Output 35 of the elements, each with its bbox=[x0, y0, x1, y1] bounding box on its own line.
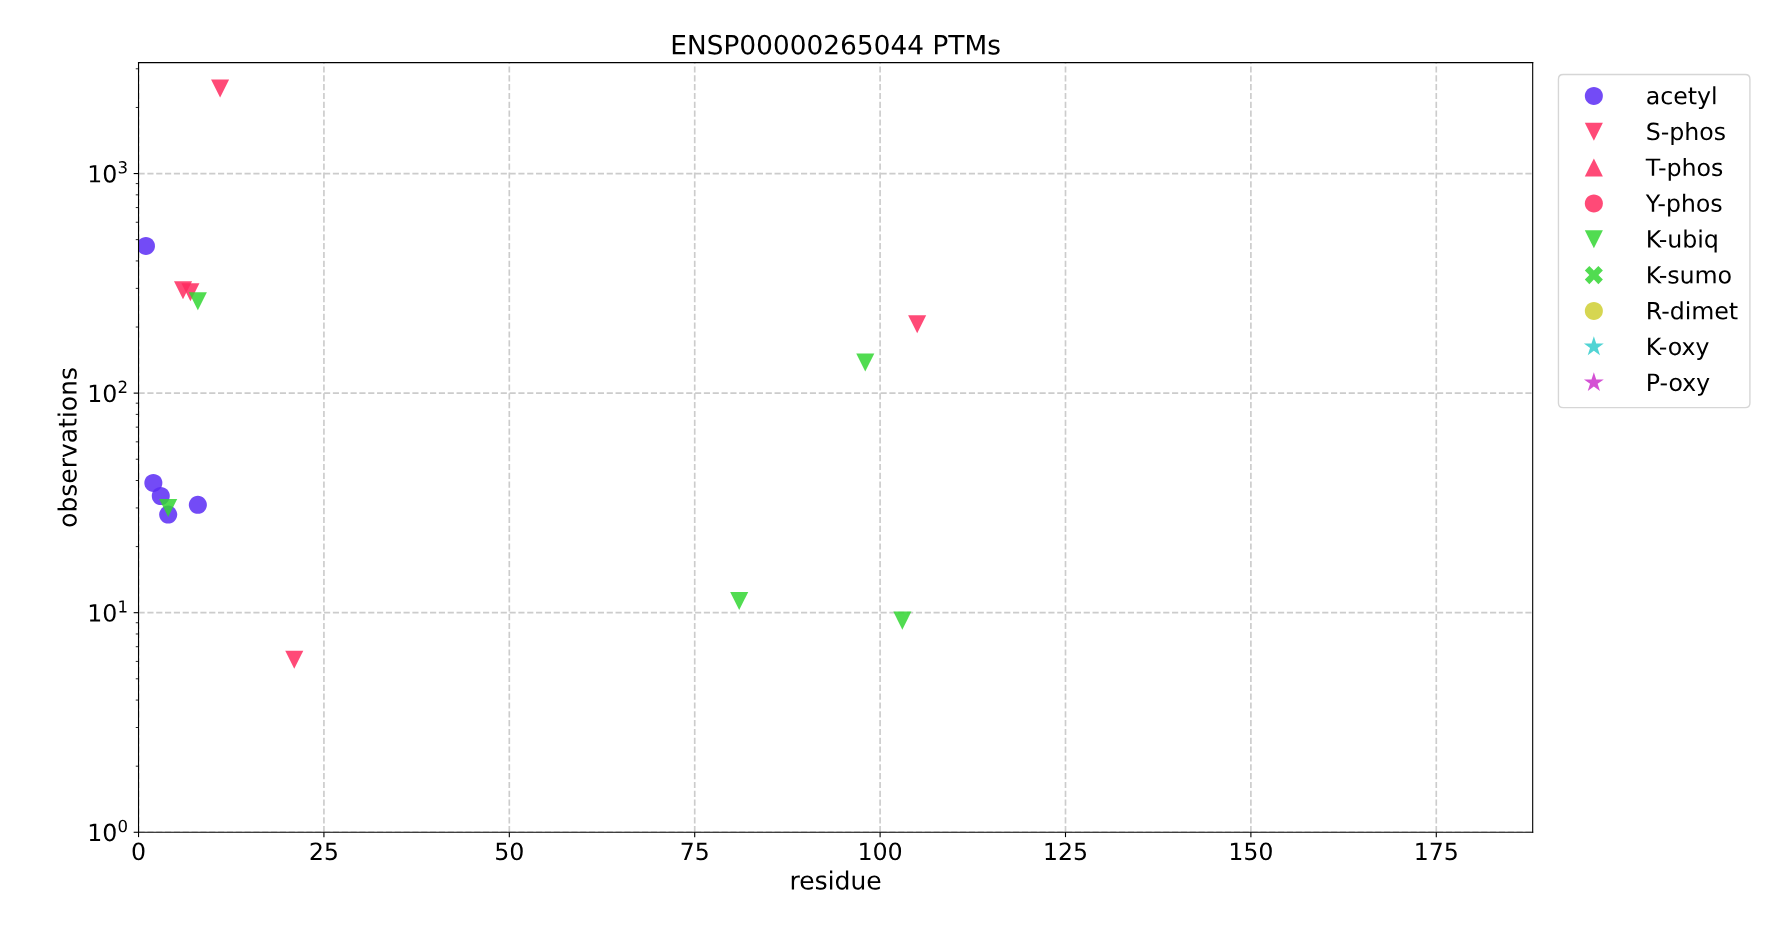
x-tick-label: 50 bbox=[496, 842, 523, 861]
x-tick-label: 75 bbox=[681, 842, 708, 861]
y-tick-label: 10$^{1}$ bbox=[89, 600, 127, 622]
x-tick-label: 150 bbox=[1230, 842, 1272, 861]
x-tick-label: 0 bbox=[132, 842, 145, 861]
legend-label: acetyl bbox=[1647, 86, 1716, 110]
legend-label: K-oxy bbox=[1648, 337, 1709, 360]
x-axis-title: residue bbox=[791, 870, 881, 890]
point bbox=[138, 236, 155, 255]
legend-label: P-oxy bbox=[1648, 373, 1710, 396]
point bbox=[159, 498, 178, 517]
point bbox=[285, 650, 304, 669]
legend-label: S-phos bbox=[1647, 122, 1725, 145]
legend-label: T-phos bbox=[1645, 157, 1723, 181]
legend-label: K-ubiq bbox=[1648, 229, 1717, 253]
legend-label: Y-phos bbox=[1645, 193, 1722, 217]
point bbox=[856, 353, 875, 372]
y-tick-label: 10$^{2}$ bbox=[89, 380, 127, 403]
point bbox=[188, 495, 207, 514]
y-tick-label: 10$^{3}$ bbox=[89, 161, 127, 183]
point bbox=[188, 292, 207, 311]
legend-label: K-sumo bbox=[1648, 266, 1731, 284]
y-tick-label: 10$^{0}$ bbox=[89, 819, 127, 842]
point bbox=[730, 592, 749, 611]
chart-title: ENSP00000265044 PTMs bbox=[672, 34, 1000, 55]
x-tick-label: 175 bbox=[1416, 842, 1457, 861]
y-axis-title: observations bbox=[57, 368, 77, 527]
point bbox=[893, 611, 912, 630]
x-tick-label: 125 bbox=[1045, 842, 1086, 861]
x-tick-label: 100 bbox=[860, 842, 902, 861]
legend-label: R-dimet bbox=[1648, 301, 1738, 320]
x-tick-label: 25 bbox=[310, 842, 337, 861]
point bbox=[211, 79, 230, 98]
point bbox=[144, 473, 163, 492]
point bbox=[908, 315, 927, 334]
